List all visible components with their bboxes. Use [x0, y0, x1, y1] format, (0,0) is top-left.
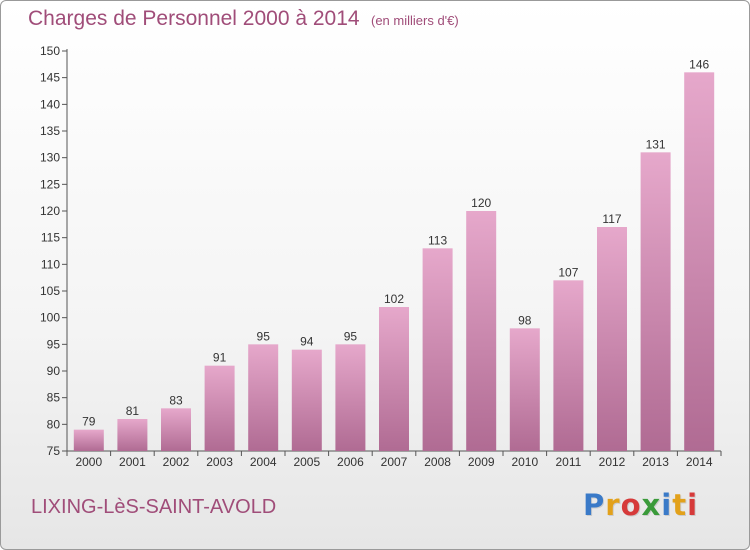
bar-2004	[248, 344, 279, 451]
data-label-2005: 94	[300, 335, 314, 349]
bar-2005	[291, 349, 322, 451]
x-tick-label: 2005	[293, 455, 320, 469]
data-label-2008: 113	[428, 233, 447, 247]
logo-letter: o	[620, 488, 642, 522]
chart-subtitle: (en milliers d'€)	[371, 13, 459, 28]
x-tick-label: 2009	[468, 455, 495, 469]
data-label-2002: 83	[169, 393, 183, 407]
y-tick-label: 95	[47, 337, 61, 351]
y-tick-label: 130	[40, 151, 60, 165]
x-tick-label: 2001	[119, 455, 146, 469]
x-tick-label: 2004	[250, 455, 277, 469]
bar-2001	[117, 419, 148, 451]
y-tick-label: 115	[41, 231, 60, 245]
y-tick-label: 75	[47, 444, 61, 458]
y-tick-label: 100	[40, 311, 60, 325]
bar-2006	[335, 344, 366, 451]
x-tick-label: 2000	[75, 455, 102, 469]
x-tick-label: 2013	[642, 455, 669, 469]
commune-name: LIXING-LèS-SAINT-AVOLD	[31, 496, 277, 518]
bar-2011	[553, 280, 584, 451]
y-tick-label: 145	[40, 71, 60, 85]
x-tick-label: 2003	[206, 455, 233, 469]
y-tick-label: 125	[40, 177, 60, 191]
x-tick-label: 2006	[337, 455, 364, 469]
x-tick-label: 2010	[511, 455, 538, 469]
bar-2007	[379, 307, 409, 451]
bar-2012	[597, 227, 627, 451]
x-tick-label: 2014	[686, 455, 713, 469]
y-tick-label: 80	[47, 417, 61, 431]
y-tick-label: 90	[47, 364, 61, 378]
bar-2003	[204, 365, 235, 451]
y-tick-label: 120	[40, 204, 60, 218]
y-tick-label: 140	[40, 97, 60, 111]
bar-2009	[466, 211, 497, 451]
x-tick-label: 2012	[599, 455, 626, 469]
x-tick-label: 2011	[555, 455, 581, 469]
y-tick-label: 110	[41, 257, 60, 271]
data-label-2011: 107	[558, 265, 578, 279]
y-tick-label: 150	[40, 44, 60, 58]
y-tick-label: 85	[47, 391, 61, 405]
data-label-2012: 117	[602, 212, 621, 226]
bar-2008	[422, 248, 453, 451]
logo-letter: i	[687, 488, 699, 522]
y-tick-label: 105	[40, 284, 60, 298]
logo-letter: P	[583, 488, 606, 522]
data-label-2006: 95	[344, 329, 358, 343]
proxiti-logo: Proxiti	[583, 488, 698, 522]
data-label-2001: 81	[126, 404, 140, 418]
logo-letter: t	[672, 488, 688, 522]
x-tick-label: 2008	[424, 455, 451, 469]
bar-2014	[684, 72, 715, 451]
logo-letter: i	[661, 488, 673, 522]
logo-letter: x	[641, 488, 662, 522]
x-tick-label: 2002	[163, 455, 190, 469]
data-label-2014: 146	[689, 57, 709, 71]
data-label-2003: 91	[213, 351, 227, 365]
data-label-2013: 131	[646, 137, 666, 151]
y-tick-label: 135	[40, 124, 60, 138]
data-label-2007: 102	[384, 292, 404, 306]
data-label-2009: 120	[471, 196, 491, 210]
data-label-2000: 79	[82, 415, 96, 429]
data-label-2004: 95	[257, 329, 271, 343]
bar-2002	[161, 408, 191, 451]
bar-2013	[640, 152, 671, 452]
bar-2000	[73, 429, 104, 451]
logo-letter: r	[605, 488, 621, 522]
data-label-2010: 98	[518, 313, 532, 327]
chart-title: Charges de Personnel 2000 à 2014	[28, 7, 360, 30]
x-tick-label: 2007	[381, 455, 408, 469]
bar-2010	[509, 328, 540, 451]
